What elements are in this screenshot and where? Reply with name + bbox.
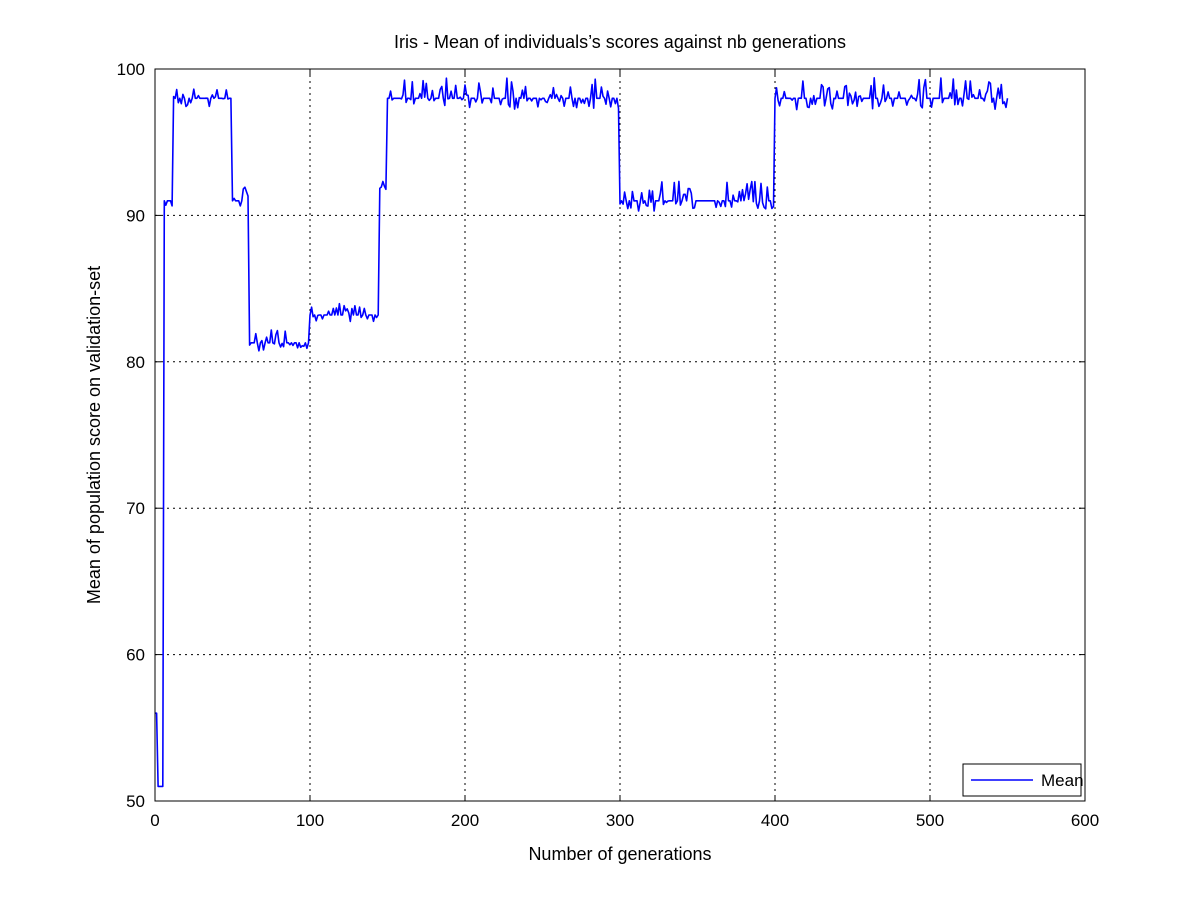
x-tick-label: 100: [296, 811, 324, 830]
x-tick-label: 300: [606, 811, 634, 830]
x-tick-label: 500: [916, 811, 944, 830]
y-tick-label: 60: [126, 646, 145, 665]
gridlines: [155, 69, 1085, 801]
x-axis-title: Number of generations: [528, 844, 711, 864]
y-tick-label: 70: [126, 499, 145, 518]
y-axis-title: Mean of population score on validation-s…: [84, 266, 104, 604]
y-tick-label: 90: [126, 206, 145, 225]
legend: Mean: [962, 763, 1084, 797]
x-tick-label: 400: [761, 811, 789, 830]
y-tick-label: 80: [126, 353, 145, 372]
x-tick-label: 0: [150, 811, 159, 830]
x-tick-labels: 0 100 200 300 400 500 600: [150, 811, 1099, 830]
y-tick-label: 50: [126, 792, 145, 811]
y-tick-labels: 50 60 70 80 90 100: [117, 60, 145, 811]
x-tick-label: 600: [1071, 811, 1099, 830]
y-tick-label: 100: [117, 60, 145, 79]
legend-label-mean: Mean: [1041, 771, 1084, 790]
chart-title: Iris - Mean of individuals’s scores agai…: [394, 32, 846, 52]
series-line-mean: [155, 77, 1009, 788]
tick-marks: [154, 68, 1086, 802]
series-layer: [155, 77, 1009, 788]
x-tick-label: 200: [451, 811, 479, 830]
